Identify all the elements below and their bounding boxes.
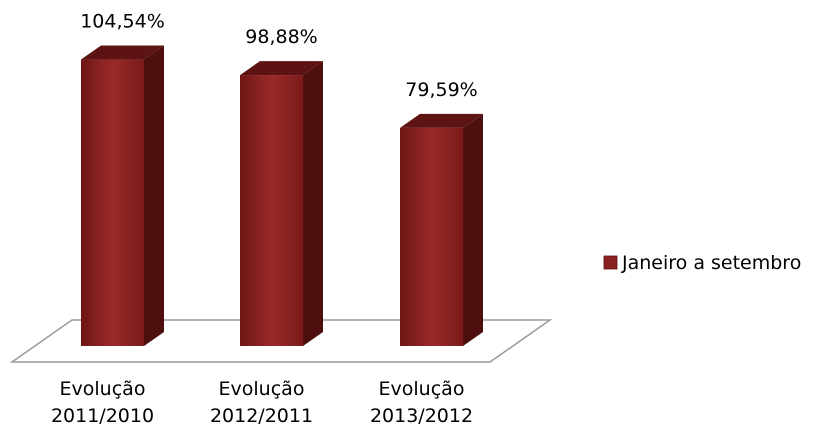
- bar-top-face: [400, 113, 483, 128]
- category-label-2: Evolução 2012/2011: [210, 378, 313, 427]
- data-label-3: 79,59%: [405, 79, 477, 101]
- bar-top-face: [240, 61, 323, 76]
- category-labels: Evolução 2011/2010 Evolução 2012/2011 Evoluç…: [51, 378, 473, 427]
- bar-top-face: [81, 45, 164, 60]
- bar-side-face: [463, 113, 483, 346]
- data-labels: 104,54% 98,88% 79,59%: [80, 11, 478, 101]
- legend-label: Janeiro a setembro: [621, 252, 801, 274]
- category-label-1: Evolução 2011/2010: [51, 378, 154, 427]
- bar-side-face: [144, 45, 164, 347]
- bar-front-face: [81, 59, 144, 347]
- bar-3: [400, 113, 483, 346]
- bar-side-face: [303, 61, 323, 347]
- bar-series: [81, 45, 483, 347]
- legend: Janeiro a setembro: [603, 252, 801, 274]
- bar-front-face: [400, 127, 463, 346]
- bar-1: [81, 45, 164, 347]
- category-label-3: Evolução 2013/2012: [370, 378, 473, 427]
- legend-swatch: [603, 255, 618, 270]
- bar-2: [240, 61, 323, 347]
- data-label-2: 98,88%: [245, 26, 317, 48]
- data-label-1: 104,54%: [80, 11, 165, 33]
- bar-front-face: [240, 75, 303, 347]
